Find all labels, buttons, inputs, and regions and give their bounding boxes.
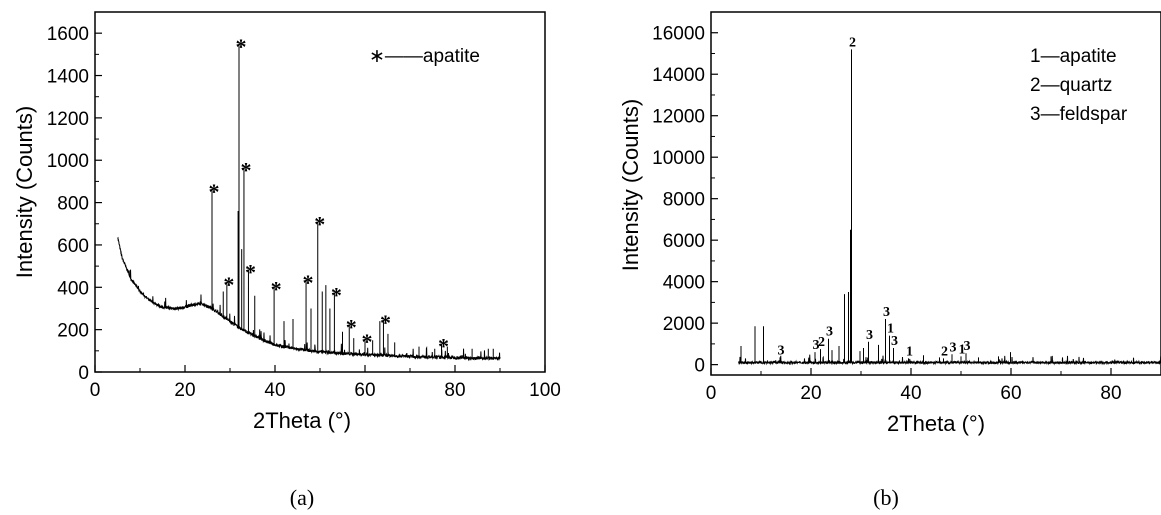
y-tick-label: 2000: [663, 314, 705, 335]
apatite-marker: *: [245, 259, 256, 284]
peak-label: 3: [891, 334, 898, 349]
chart-b-series: [738, 49, 1161, 366]
peak-label: 3: [778, 343, 785, 358]
peak-label: 2: [818, 335, 825, 350]
chart-b-ylabel: Intensity (Counts): [618, 99, 643, 271]
apatite-marker: *: [362, 329, 373, 354]
peak-label: 2: [941, 344, 948, 359]
xrd-trace: [738, 49, 1161, 366]
peak-label: 3: [964, 339, 971, 354]
y-tick-label: 1400: [47, 67, 89, 88]
peak-label: 3: [826, 325, 833, 340]
y-tick-label: 1000: [47, 151, 89, 172]
y-tick-label: 16000: [652, 24, 705, 45]
y-tick-label: 6000: [663, 231, 705, 252]
chart-a-xlabel: 2Theta (°): [253, 408, 351, 433]
apatite-marker: *: [303, 270, 314, 295]
x-tick-label: 60: [354, 380, 375, 401]
y-tick-label: 1600: [47, 24, 89, 45]
apatite-marker: *: [438, 333, 449, 358]
caption-b: (b): [873, 485, 899, 510]
chart-b: 0 20 40 60 80 0 2000 4000 6000 8000 10000 12000 1400…: [618, 11, 1161, 510]
y-tick-label: 800: [57, 194, 89, 215]
y-tick-label: 1200: [47, 109, 89, 130]
y-tick-label: 400: [57, 278, 89, 299]
apatite-marker: *: [240, 158, 251, 183]
peak-label: 3: [866, 328, 873, 343]
chart-a-ylabel: Intensity (Counts): [12, 106, 37, 278]
x-tick-label: 40: [900, 383, 921, 404]
chart-b-legend-2: 2—quartz: [1030, 75, 1112, 96]
peak-label: 3: [813, 338, 820, 353]
peak-label: 3: [950, 340, 957, 355]
x-tick-label: 80: [444, 380, 465, 401]
apatite-marker: *: [271, 276, 282, 301]
peak-label: 1: [887, 322, 894, 337]
x-tick-label: 20: [800, 383, 821, 404]
y-tick-label: 0: [694, 356, 705, 377]
chart-a-ticks: 0 20 40 60 80 1000200400600800100012001400160…: [47, 24, 561, 401]
x-tick-label: 20: [174, 380, 195, 401]
x-tick-label: 40: [264, 380, 285, 401]
chart-a-legend: ∗——apatite: [369, 46, 480, 67]
x-tick-label: 0: [90, 380, 101, 401]
apatite-marker: *: [223, 272, 234, 297]
x-tick-label: 100: [529, 380, 561, 401]
xrd-trace: [117, 44, 501, 362]
apatite-marker: *: [380, 310, 391, 335]
chart-b-legend-1: 1—apatite: [1030, 46, 1117, 67]
chart-b-legend-3: 3—feldspar: [1030, 104, 1128, 125]
chart-b-ticks: 0 20 40 60 80 0 2000 4000 6000 8000 10000 12000 1400…: [652, 24, 1121, 404]
chart-a: 0 20 40 60 80 1000200400600800100012001400160…: [12, 11, 561, 510]
y-tick-label: 10000: [652, 148, 705, 169]
chart-a-markers: ****** *******: [209, 34, 450, 359]
apatite-marker: *: [331, 283, 342, 308]
chart-b-xlabel: 2Theta (°): [887, 411, 985, 436]
y-tick-label: 12000: [652, 107, 705, 128]
apatite-marker: *: [236, 34, 247, 59]
chart-a-series: [117, 44, 501, 362]
peak-label: 1: [906, 344, 913, 359]
y-tick-label: 0: [78, 363, 89, 384]
y-tick-label: 600: [57, 236, 89, 257]
x-tick-label: 80: [1100, 383, 1121, 404]
peak-label: 3: [883, 305, 890, 320]
x-tick-label: 0: [706, 383, 717, 404]
apatite-marker: *: [209, 179, 220, 204]
y-tick-label: 4000: [663, 273, 705, 294]
x-tick-label: 60: [1000, 383, 1021, 404]
peak-label: 1: [959, 342, 966, 357]
caption-a: (a): [290, 485, 314, 510]
y-tick-label: 200: [57, 321, 89, 342]
peak-label: 2: [849, 35, 856, 50]
y-tick-label: 14000: [652, 65, 705, 86]
apatite-marker: *: [346, 314, 357, 339]
y-tick-label: 8000: [663, 190, 705, 211]
chart-b-frame: [710, 11, 1161, 376]
apatite-marker: *: [314, 212, 325, 237]
